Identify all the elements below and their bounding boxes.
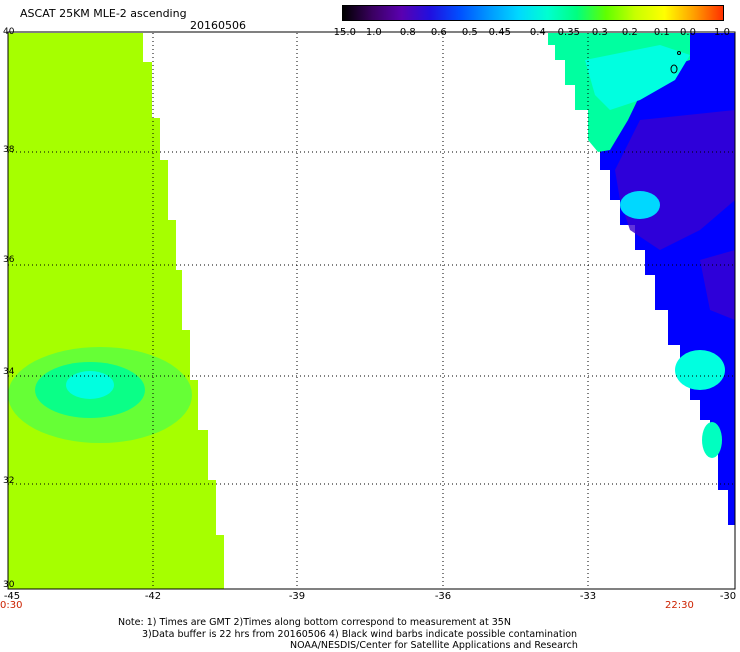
cyan-patch-3 xyxy=(702,422,722,458)
colorbar xyxy=(342,5,724,21)
colorbar-label: -0.5 xyxy=(458,27,478,38)
colorbar-label: -0.1 xyxy=(650,27,670,38)
map-title: ASCAT 25KM MLE-2 ascending xyxy=(20,7,187,20)
colorbar-label: -1.0 xyxy=(362,27,382,38)
time-left: 0:30 xyxy=(0,600,23,611)
lon-label: -33 xyxy=(579,591,597,602)
colorbar-label: -0.6 xyxy=(427,27,447,38)
lat-label: 34 xyxy=(3,367,15,377)
note-line-3: NOAA/NESDIS/Center for Satellite Applica… xyxy=(290,640,578,651)
colorbar-label: -15.0 xyxy=(330,27,356,38)
note-line-2: 3)Data buffer is 22 hrs from 20160506 4)… xyxy=(142,628,578,640)
notes: Note: 1) Times are GMT 2)Times along bot… xyxy=(118,617,578,652)
lat-label: 30 xyxy=(3,580,15,590)
colorbar-labels: -15.0 -1.0 -0.8 -0.6 -0.5 -0.45 -0.4 -0.35 -0.3-… xyxy=(330,27,740,39)
cyan-core xyxy=(66,371,114,399)
note-line-1: Note: 1) Times are GMT 2)Times along bot… xyxy=(118,617,511,628)
colorbar-label: 1.0 xyxy=(714,27,730,38)
colorbar-label: -0.35 xyxy=(554,27,580,38)
colorbar-label: 0.0 xyxy=(680,27,696,38)
colorbar-label: -0.4 xyxy=(526,27,546,38)
lon-label: -39 xyxy=(288,591,306,602)
grid-lines xyxy=(8,33,735,589)
map-date: 20160506 xyxy=(190,19,246,32)
map-frame xyxy=(7,31,736,590)
lat-label: 38 xyxy=(3,145,15,155)
wind-swaths xyxy=(8,33,735,589)
lon-label: -45 xyxy=(3,591,21,602)
colorbar-label: -0.45 xyxy=(485,27,511,38)
cyan-patch-2 xyxy=(620,191,660,219)
lat-label: 36 xyxy=(3,255,15,265)
time-right: 22:30 xyxy=(665,600,694,611)
contamination-mark xyxy=(670,64,678,74)
lon-label: -30 xyxy=(719,591,737,602)
colorbar-label: -0.2 xyxy=(618,27,638,38)
purple-region-2 xyxy=(700,250,735,320)
cyan-patch xyxy=(675,350,725,390)
left-swath xyxy=(8,33,224,589)
colorbar-label: -0.3 xyxy=(588,27,608,38)
contamination-mark xyxy=(677,51,681,55)
lat-label: 32 xyxy=(3,476,15,486)
lat-label: 40 xyxy=(3,27,15,37)
lon-label: -42 xyxy=(144,591,162,602)
cyan-band-inner xyxy=(585,45,690,110)
lon-label: -36 xyxy=(434,591,452,602)
colorbar-label: -0.8 xyxy=(396,27,416,38)
